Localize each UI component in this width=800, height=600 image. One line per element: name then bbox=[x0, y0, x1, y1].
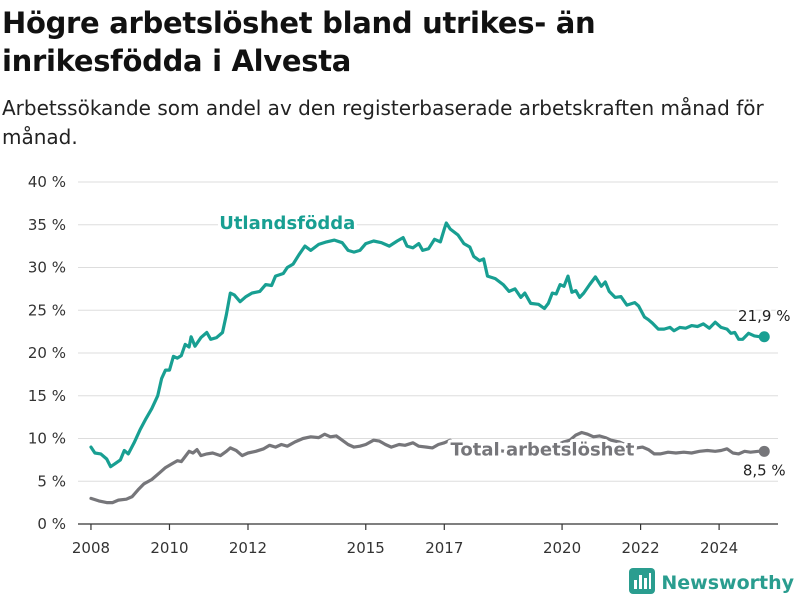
series-end-label-0: 21,9 % bbox=[738, 307, 790, 325]
x-tick-label: 2012 bbox=[229, 539, 267, 557]
x-tick-label: 2010 bbox=[150, 539, 188, 557]
y-tick-label: 20 % bbox=[28, 344, 66, 362]
y-tick-label: 0 % bbox=[37, 515, 66, 533]
page-title: Högre arbetslöshet bland utrikes- än inr… bbox=[2, 6, 596, 78]
y-tick-label: 35 % bbox=[28, 216, 66, 234]
x-tick-label: 2024 bbox=[700, 539, 738, 557]
bar-chart-logo-icon bbox=[629, 568, 656, 598]
chart-subtitle: Arbetssökande som andel av den registerb… bbox=[2, 96, 764, 149]
brand-name: Newsworthy bbox=[661, 572, 794, 594]
series-label-1: Total arbetslöshet bbox=[451, 440, 635, 461]
x-tick-label: 2015 bbox=[347, 539, 385, 557]
series-line-0 bbox=[89, 221, 766, 469]
series-end-point-1 bbox=[758, 445, 770, 457]
series-line-1 bbox=[89, 430, 766, 505]
series-label-0: Utlandsfödda bbox=[219, 213, 355, 234]
x-tick-label: 2008 bbox=[72, 539, 110, 557]
brand: Newsworthy bbox=[629, 568, 794, 598]
series-end-point-0 bbox=[758, 331, 770, 343]
x-tick-label: 2020 bbox=[543, 539, 581, 557]
y-tick-label: 40 % bbox=[28, 173, 66, 191]
y-tick-label: 25 % bbox=[28, 301, 66, 319]
y-tick-label: 5 % bbox=[37, 472, 66, 490]
y-tick-label: 30 % bbox=[28, 259, 66, 277]
x-tick-label: 2022 bbox=[621, 539, 659, 557]
x-tick-label: 2017 bbox=[425, 539, 463, 557]
series-end-label-1: 8,5 % bbox=[743, 461, 786, 479]
y-tick-label: 15 % bbox=[28, 387, 66, 405]
y-tick-label: 10 % bbox=[28, 430, 66, 448]
